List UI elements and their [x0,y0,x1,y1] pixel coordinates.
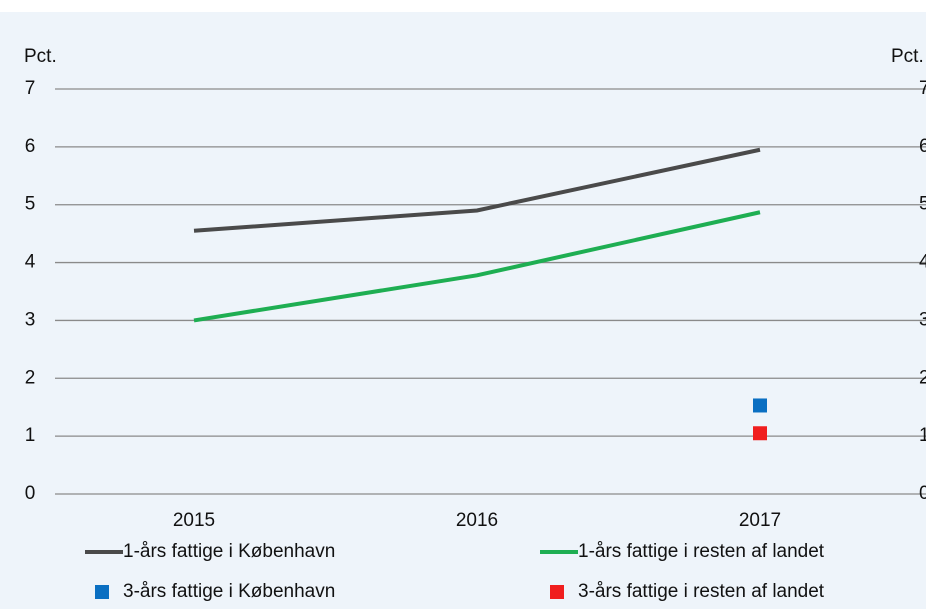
y2-axis-label: Pct. [891,46,924,67]
y-tick-label: 5 [25,194,36,215]
y2-tick-label: 7 [919,78,926,99]
legend-label: 3-års fattige i resten af landet [578,581,825,602]
x-tick-label: 2016 [456,510,498,531]
y-tick-label: 3 [25,309,36,330]
y-tick-label: 1 [25,425,36,446]
y-tick-label: 2 [25,367,36,388]
legend-swatch [95,585,109,599]
y-tick-label: 0 [25,483,36,504]
header-strip [0,0,926,12]
line-series [193,210,761,323]
x-tick-label: 2017 [739,510,781,531]
legend-label: 3-års fattige i København [123,581,335,602]
y-tick-label: 4 [25,252,36,273]
y2-tick-label: 5 [919,194,926,215]
x-tick-label: 2015 [173,510,215,531]
y-tick-label: 6 [25,136,36,157]
legend-label: 1-års fattige i resten af landet [578,541,825,562]
y2-tick-label: 2 [919,367,926,388]
y2-tick-label: 6 [919,136,926,157]
y2-tick-label: 4 [919,252,926,273]
y2-tick-label: 1 [919,425,926,446]
y2-tick-label: 0 [919,483,926,504]
legend-swatch [550,585,564,599]
line-series [193,147,761,233]
legend-label: 1-års fattige i København [123,541,335,562]
y-axis-label: Pct. [24,46,57,67]
marker [753,426,767,441]
y2-tick-label: 3 [919,309,926,330]
marker [753,398,767,413]
y-tick-label: 7 [25,78,36,99]
